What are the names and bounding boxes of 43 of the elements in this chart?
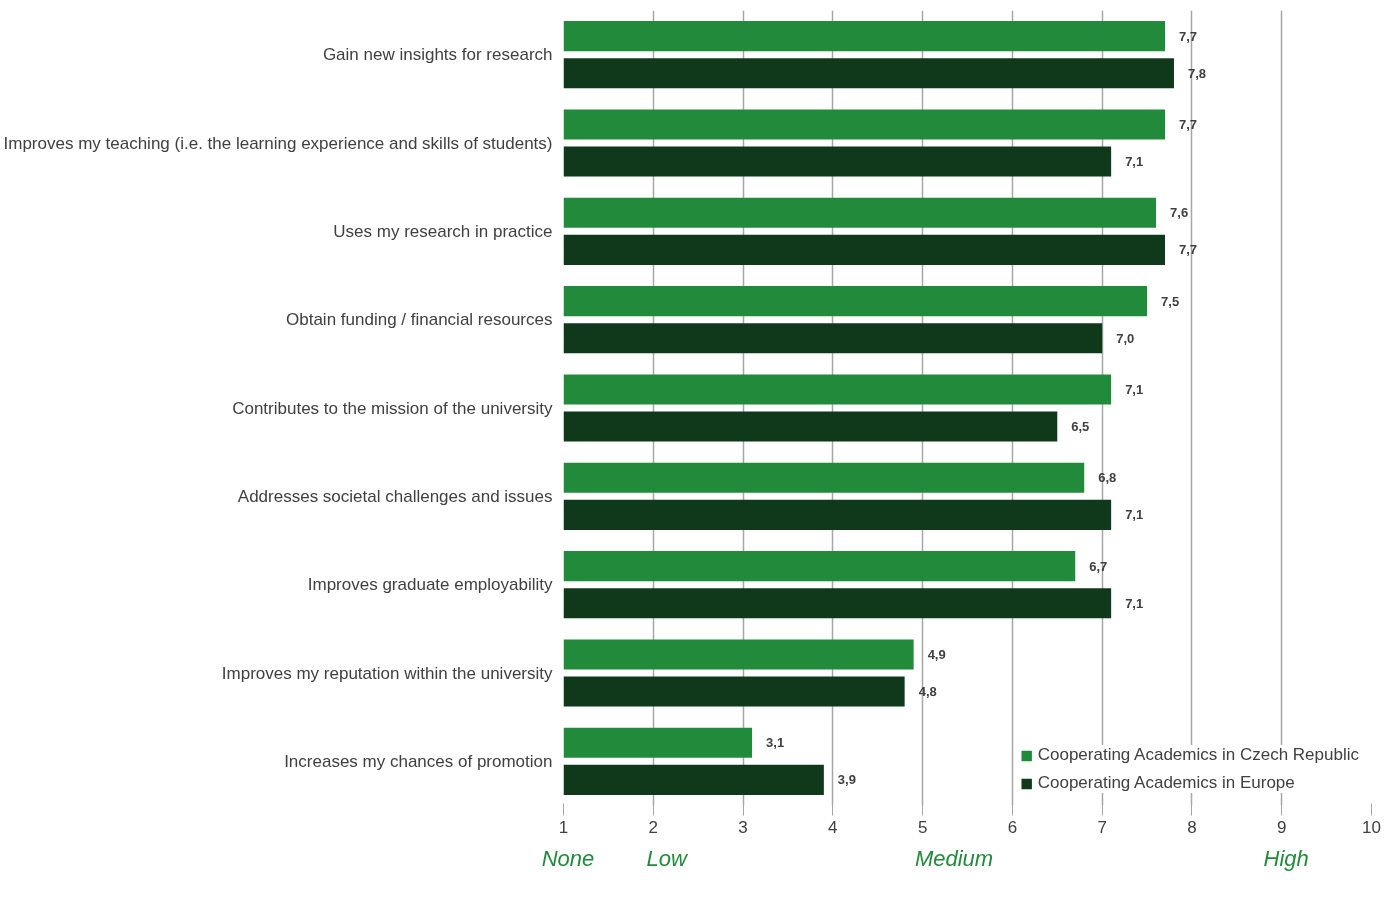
- y-tick-label: Gain new insights for research: [322, 45, 553, 65]
- data-label: 7,1: [1125, 381, 1144, 397]
- text: Low: [646, 845, 690, 871]
- data-label: 7,6: [1170, 205, 1189, 221]
- y-tick-label: Obtain funding / financial resources: [286, 310, 553, 330]
- x-tick-label: 3: [738, 817, 748, 837]
- y-tick-label: Improves my reputation within the university: [221, 663, 553, 683]
- text: Medium: [914, 845, 994, 871]
- data-label: 3,9: [837, 772, 856, 788]
- data-label: 7,1: [1125, 154, 1144, 170]
- y-tick-label: Improves my teaching (i.e. the learning experience and skills of students): [3, 133, 553, 153]
- x-tick-label: 6: [1007, 817, 1018, 837]
- data-label: 6,8: [1098, 470, 1117, 486]
- data-label: 4,8: [918, 684, 937, 700]
- x-tick-label: 5: [917, 817, 928, 837]
- legend-label: Cooperating Academics in Czech Republic: [1037, 745, 1359, 765]
- x-tick-label: 4: [828, 817, 838, 837]
- y-tick-label: Contributes to the mission of the university: [232, 398, 553, 418]
- data-label: 6,5: [1071, 419, 1090, 435]
- data-label: 7,1: [1125, 507, 1144, 523]
- data-label: 7,7: [1179, 242, 1198, 258]
- x-tick-label: 9: [1276, 817, 1287, 837]
- data-label: 7,8: [1187, 65, 1207, 81]
- data-label: 7,5: [1161, 293, 1180, 309]
- data-label: 7,0: [1116, 330, 1135, 346]
- x-tick-label: 2: [648, 817, 659, 837]
- y-tick-label: Improves graduate employability: [307, 575, 553, 595]
- x-tick-label: 10: [1362, 817, 1381, 837]
- data-label: 4,9: [927, 646, 946, 662]
- y-tick-label: Addresses societal challenges and issues: [237, 486, 553, 506]
- x-tick-label: 7: [1097, 817, 1107, 837]
- legend-label: Cooperating Academics in Europe: [1037, 773, 1295, 793]
- data-label: 7,1: [1125, 595, 1144, 611]
- y-tick-label: Uses my research in practice: [333, 221, 553, 241]
- data-label: 7,7: [1179, 116, 1198, 132]
- data-label: 3,1: [766, 735, 785, 751]
- text: None: [541, 845, 595, 871]
- x-tick-label: 8: [1187, 817, 1197, 837]
- data-label: 7,7: [1179, 28, 1198, 44]
- text: High: [1263, 845, 1309, 871]
- y-tick-label: Increases my chances of promotion: [284, 751, 553, 771]
- x-tick-label: 1: [558, 817, 569, 837]
- data-label: 6,7: [1089, 558, 1108, 574]
